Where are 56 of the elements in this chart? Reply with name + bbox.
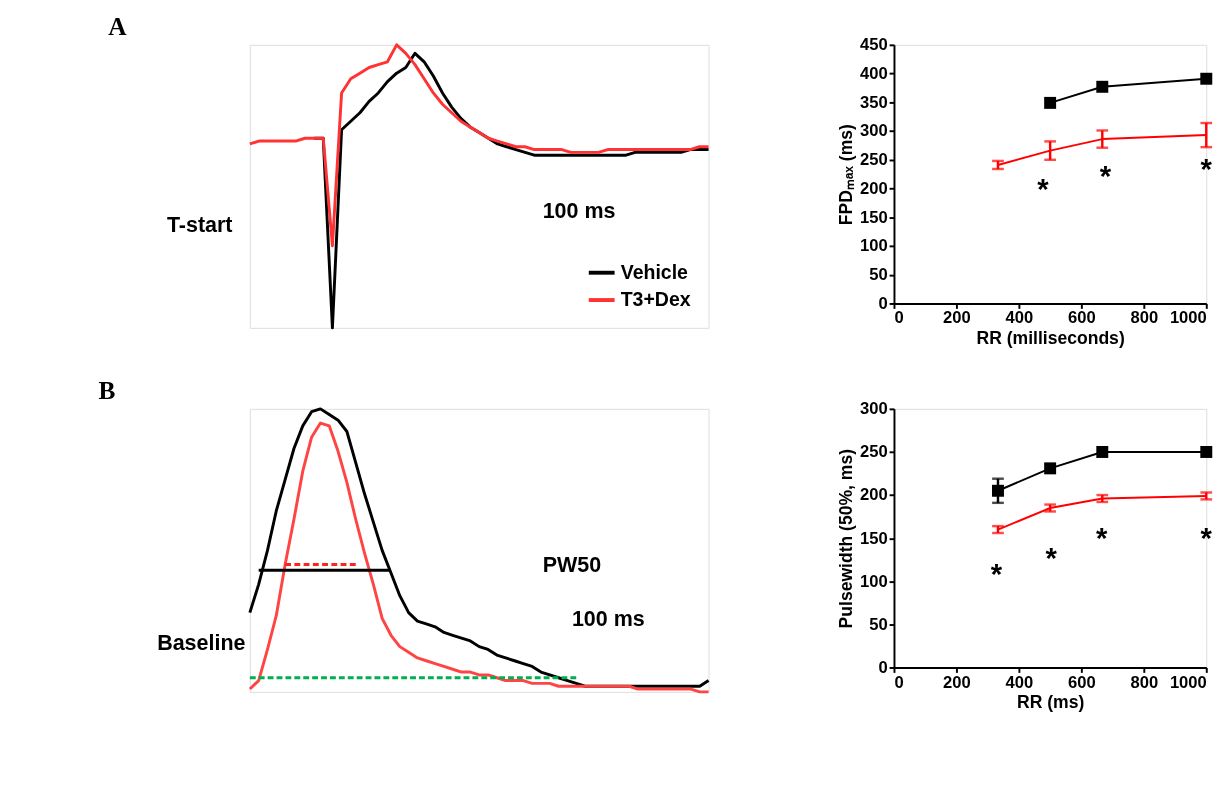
- point: [1044, 96, 1057, 109]
- y-tick-label: 250: [859, 442, 888, 462]
- x-axis-title: RR (ms): [1016, 692, 1085, 712]
- y-axis-title: FPDₘₐₓ (ms): [836, 124, 857, 226]
- annotation: PW50: [542, 552, 602, 577]
- annotation: *: [1200, 521, 1213, 554]
- annotation: *: [990, 557, 1003, 590]
- point: [1200, 72, 1213, 85]
- y-tick-label: 200: [859, 178, 888, 198]
- point: [992, 484, 1004, 497]
- y-tick-label: 0: [878, 657, 888, 677]
- annotation: *: [1037, 172, 1050, 205]
- y-tick-label: 450: [859, 35, 888, 55]
- text: Baseline: [157, 630, 246, 655]
- chart-title: A: [108, 11, 128, 40]
- y-tick-label: 250: [859, 150, 888, 170]
- y-tick-label: 400: [859, 63, 888, 83]
- x-tick-label: 0: [894, 672, 904, 692]
- x-tick-label: 400: [1005, 308, 1034, 328]
- annotation: *: [1045, 541, 1058, 574]
- annotation: 100 ms: [571, 606, 645, 631]
- x-tick-label: 200: [943, 308, 971, 328]
- x-tick-label: 200: [943, 672, 971, 692]
- y-tick-label: 150: [859, 528, 888, 548]
- y-tick-label: 100: [859, 236, 888, 256]
- annotation: *: [1200, 152, 1213, 185]
- x-tick-label: 1000: [1169, 672, 1207, 692]
- y-axis-title: Pulsewidth (50%, ms): [836, 448, 857, 629]
- y-tick-label: 300: [859, 121, 888, 141]
- x-tick-label: 800: [1130, 672, 1159, 692]
- y-tick-label: 50: [869, 614, 888, 634]
- legend-label: Vehicle: [620, 260, 689, 283]
- x-tick-label: 1000: [1169, 308, 1207, 328]
- annotation: *: [1095, 521, 1108, 554]
- y-tick-label: 300: [859, 399, 888, 419]
- annotation: 100 ms: [542, 198, 616, 223]
- x-tick-label: 400: [1005, 672, 1034, 692]
- y-tick-label: 0: [878, 293, 888, 313]
- text: T-start: [166, 213, 233, 238]
- x-tick-label: 800: [1130, 308, 1159, 328]
- x-tick-label: 600: [1068, 308, 1096, 328]
- y-tick-label: 100: [859, 571, 888, 591]
- point: [1096, 80, 1109, 93]
- y-tick-label: 350: [859, 92, 888, 112]
- y-tick-label: 150: [859, 207, 888, 227]
- point: [1044, 462, 1057, 475]
- y-tick-label: 200: [859, 485, 888, 505]
- point: [1096, 446, 1109, 458]
- legend-label: T3+Dex: [620, 287, 691, 310]
- annotation: *: [1099, 159, 1112, 192]
- chart-title: B: [98, 375, 116, 404]
- point: [1200, 446, 1213, 458]
- x-axis-title: RR (milliseconds): [976, 327, 1125, 348]
- y-tick-label: 50: [869, 265, 888, 285]
- x-tick-label: 600: [1068, 672, 1096, 692]
- x-tick-label: 0: [894, 308, 904, 328]
